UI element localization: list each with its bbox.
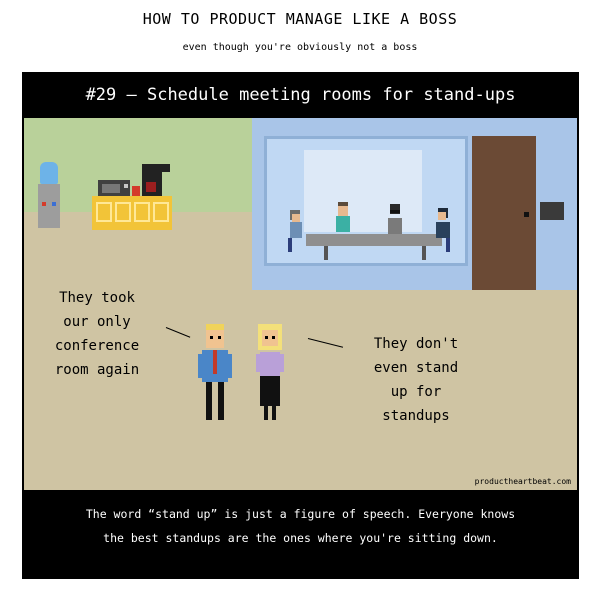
red-container [132,186,140,196]
speech-pointer-left [165,327,191,338]
office-scene: They took our only conference room again… [24,118,577,490]
counter-drawer [153,202,169,222]
panel-caption: The word “stand up” is just a figure of … [22,502,579,550]
caption-line-2: the best standups are the ones where you… [103,531,498,545]
microwave-window [102,184,120,193]
speech-pointer-right [307,338,344,348]
kitchen-counter [92,196,172,230]
website-credit: productheartbeat.com [474,477,571,486]
counter-drawer [96,202,112,222]
table-leg [422,246,426,260]
caption-line-1: The word “stand up” is just a figure of … [85,507,516,521]
speech-bubble-left: They took our only conference room again [54,290,140,378]
water-cooler-bottle [40,162,58,184]
cooler-cold-tap [52,202,56,206]
table-leg [324,246,328,260]
microwave-button [124,184,128,188]
water-cooler [38,184,60,228]
door-knob [524,212,529,217]
counter-drawer [115,202,131,222]
panel-banner: #29 – Schedule meeting rooms for stand-u… [85,85,516,105]
conference-table [306,234,442,246]
counter-drawer [134,202,150,222]
speech-bubble-right: They don't even stand up for standups [373,336,459,424]
coffee-maker-top [142,164,170,172]
coffee-pot [146,182,156,192]
comic-subtitle: even though you're obviously not a boss [182,42,418,53]
conference-room-back-window [304,150,422,232]
comic-panel: #29 – Schedule meeting rooms for stand-u… [22,72,579,579]
cooler-hot-tap [42,202,46,206]
door-sign-plate [540,202,564,220]
comic-title: HOW TO PRODUCT MANAGE LIKE A BOSS [142,10,458,28]
